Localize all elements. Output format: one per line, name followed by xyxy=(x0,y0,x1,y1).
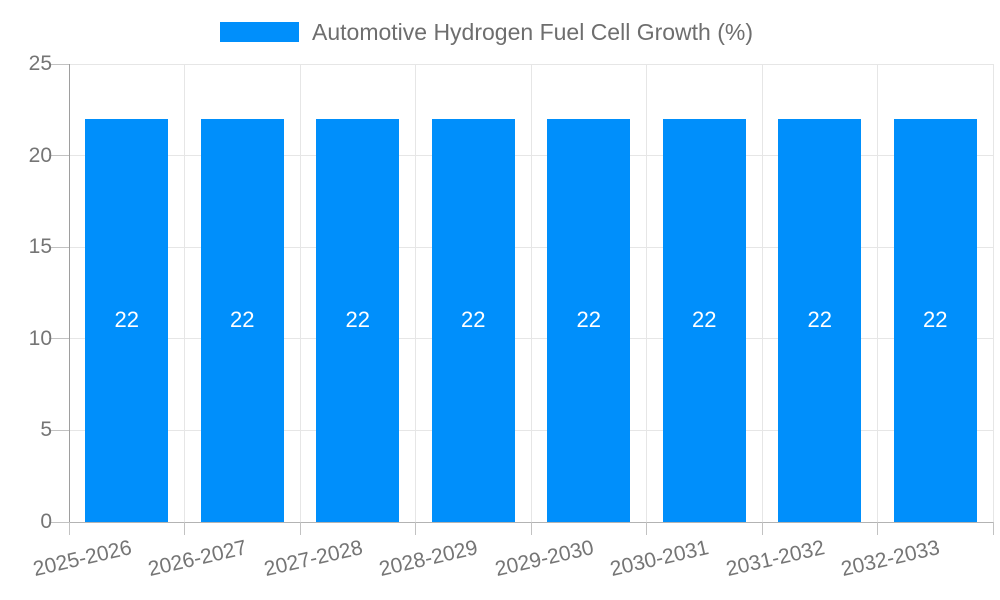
x-axis-label: 2031-2032 xyxy=(723,536,827,582)
x-tick-mark xyxy=(761,522,763,535)
legend-swatch xyxy=(220,22,299,42)
y-tick-label: 25 xyxy=(28,52,52,75)
x-axis-label: 2030-2031 xyxy=(608,536,712,582)
bar[interactable] xyxy=(778,118,862,522)
v-gridline xyxy=(992,64,994,522)
x-tick-mark xyxy=(877,522,878,535)
y-tick-mark xyxy=(49,429,69,431)
y-tick-label: 0 xyxy=(40,510,52,533)
x-tick-mark xyxy=(299,522,301,535)
bar-value-label: 22 xyxy=(576,307,601,333)
bar[interactable] xyxy=(316,118,400,522)
bar[interactable] xyxy=(547,118,631,522)
y-tick-mark xyxy=(49,246,69,248)
bar[interactable] xyxy=(85,118,169,522)
bar[interactable] xyxy=(893,118,977,522)
v-gridline xyxy=(415,64,416,522)
v-gridline xyxy=(184,64,185,522)
y-tick-mark xyxy=(49,521,69,523)
y-tick-label: 20 xyxy=(28,143,52,167)
bar-value-label: 22 xyxy=(923,307,948,333)
v-gridline xyxy=(530,64,532,522)
x-tick-mark xyxy=(184,522,185,535)
x-axis-label: 2029-2030 xyxy=(492,536,596,582)
x-axis-label: 2025-2026 xyxy=(30,536,134,582)
bar-value-label: 22 xyxy=(345,307,370,333)
x-tick-mark xyxy=(68,522,70,535)
v-gridline xyxy=(761,64,763,522)
v-gridline xyxy=(877,64,878,522)
v-gridline xyxy=(646,64,647,522)
bar[interactable] xyxy=(662,118,746,522)
bar-value-label: 22 xyxy=(461,307,486,333)
legend-label: Automotive Hydrogen Fuel Cell Growth (%) xyxy=(312,19,753,45)
x-tick-mark xyxy=(415,522,416,535)
bar-value-label: 22 xyxy=(692,307,717,333)
x-axis-label: 2032-2033 xyxy=(839,536,943,582)
x-tick-mark xyxy=(992,522,994,535)
v-gridline xyxy=(299,64,301,522)
y-tick-mark xyxy=(49,63,69,65)
bar-value-label: 22 xyxy=(807,307,832,333)
y-tick-label: 15 xyxy=(28,235,52,259)
bar-value-label: 22 xyxy=(114,307,139,333)
y-tick-label: 5 xyxy=(40,418,52,442)
y-tick-label: 10 xyxy=(28,326,52,350)
bar[interactable] xyxy=(431,118,515,522)
x-axis-label: 2026-2027 xyxy=(146,536,250,582)
y-tick-mark xyxy=(49,338,69,340)
y-axis-line xyxy=(68,64,70,535)
bar[interactable] xyxy=(200,118,284,522)
y-tick-mark xyxy=(49,155,69,157)
x-axis-label: 2028-2029 xyxy=(377,536,481,582)
x-tick-mark xyxy=(646,522,647,535)
bar-value-label: 22 xyxy=(230,307,255,333)
x-tick-mark xyxy=(530,522,532,535)
x-axis-label: 2027-2028 xyxy=(261,536,365,582)
